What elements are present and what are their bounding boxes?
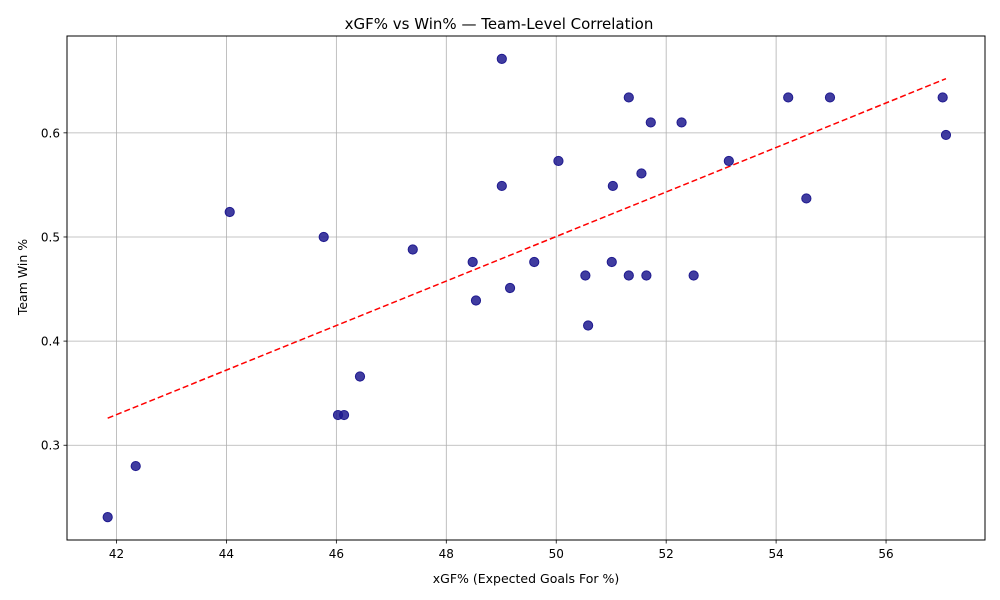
data-point <box>529 256 540 268</box>
data-point <box>553 155 564 167</box>
x-tick-label: 52 <box>659 547 674 561</box>
data-point <box>623 270 634 281</box>
data-point <box>623 92 634 103</box>
x-tick-label: 46 <box>329 547 344 561</box>
data-point <box>783 92 794 103</box>
data-point <box>496 53 507 65</box>
data-point <box>606 256 617 268</box>
data-point <box>224 206 235 218</box>
data-point <box>676 117 687 128</box>
y-tick-label: 0.6 <box>41 126 60 140</box>
data-point <box>504 282 516 294</box>
data-point <box>607 180 618 192</box>
y-tick-label: 0.4 <box>41 335 60 349</box>
data-point <box>801 193 812 204</box>
y-tick-label: 0.5 <box>41 230 60 244</box>
data-point <box>645 117 656 128</box>
y-tick-label: 0.3 <box>41 439 60 453</box>
x-axis-ticks: 42 44 46 48 50 52 54 56 <box>109 540 894 561</box>
x-tick-label: 50 <box>549 547 564 561</box>
data-point <box>688 270 699 281</box>
data-point <box>583 320 594 331</box>
data-point <box>496 180 507 192</box>
data-point <box>641 270 652 281</box>
trend-line <box>107 77 947 419</box>
data-point <box>636 168 647 179</box>
data-point <box>407 244 418 255</box>
chart-title: xGF% vs Win% — Team-Level Correlation <box>345 15 654 33</box>
trend-line-layer <box>107 77 947 419</box>
x-tick-label: 42 <box>109 547 124 561</box>
y-axis-label: Team Win % <box>15 239 30 316</box>
plot-area-frame <box>66 35 986 541</box>
data-point <box>723 155 734 167</box>
y-axis-ticks: 0.3 0.4 0.5 0.6 <box>41 126 67 453</box>
x-tick-label: 54 <box>768 547 783 561</box>
data-point <box>354 371 366 382</box>
data-point <box>318 231 329 243</box>
data-point <box>940 129 952 141</box>
grid-lines <box>67 36 985 540</box>
data-points <box>102 53 952 523</box>
data-point <box>824 92 836 103</box>
x-tick-label: 48 <box>439 547 454 561</box>
data-point <box>470 295 482 306</box>
data-point <box>580 270 591 281</box>
data-point <box>467 256 478 268</box>
data-point <box>102 511 113 523</box>
x-axis-label: xGF% (Expected Goals For %) <box>433 571 620 586</box>
x-tick-label: 56 <box>878 547 893 561</box>
data-point <box>937 92 948 103</box>
data-point <box>338 409 350 421</box>
x-tick-label: 44 <box>219 547 234 561</box>
data-point <box>130 460 141 472</box>
